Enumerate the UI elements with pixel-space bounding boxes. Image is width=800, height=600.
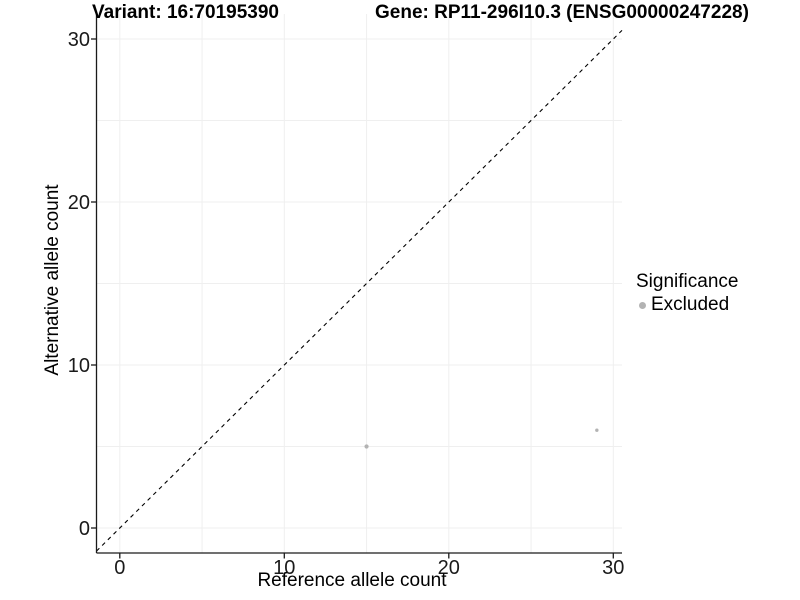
gene-title: Gene: RP11-296I10.3 (ENSG00000247228): [375, 2, 749, 23]
y-tick-label: 10: [68, 355, 90, 377]
x-tick-label: 10: [273, 557, 295, 579]
legend-item-label: Excluded: [651, 294, 730, 315]
x-tick-label: 30: [602, 557, 624, 579]
data-point: [364, 444, 369, 449]
data-point: [595, 428, 599, 432]
y-tick-label: 30: [68, 29, 90, 51]
identity-line: [96, 29, 623, 552]
y-tick-label: 20: [68, 192, 90, 214]
x-axis-title: Reference allele count: [257, 570, 447, 591]
legend-point-icon: [639, 301, 646, 309]
legend-item-excluded: Excluded: [639, 294, 738, 316]
y-axis-title: Alternative allele count: [42, 184, 63, 376]
x-tick-label: 0: [114, 557, 125, 579]
legend-title: Significance: [636, 271, 739, 292]
variant-title: Variant: 16:70195390: [92, 2, 279, 23]
y-tick-label: 0: [79, 518, 90, 540]
x-tick-label: 20: [438, 557, 460, 579]
legend: Significance Excluded: [636, 270, 738, 316]
